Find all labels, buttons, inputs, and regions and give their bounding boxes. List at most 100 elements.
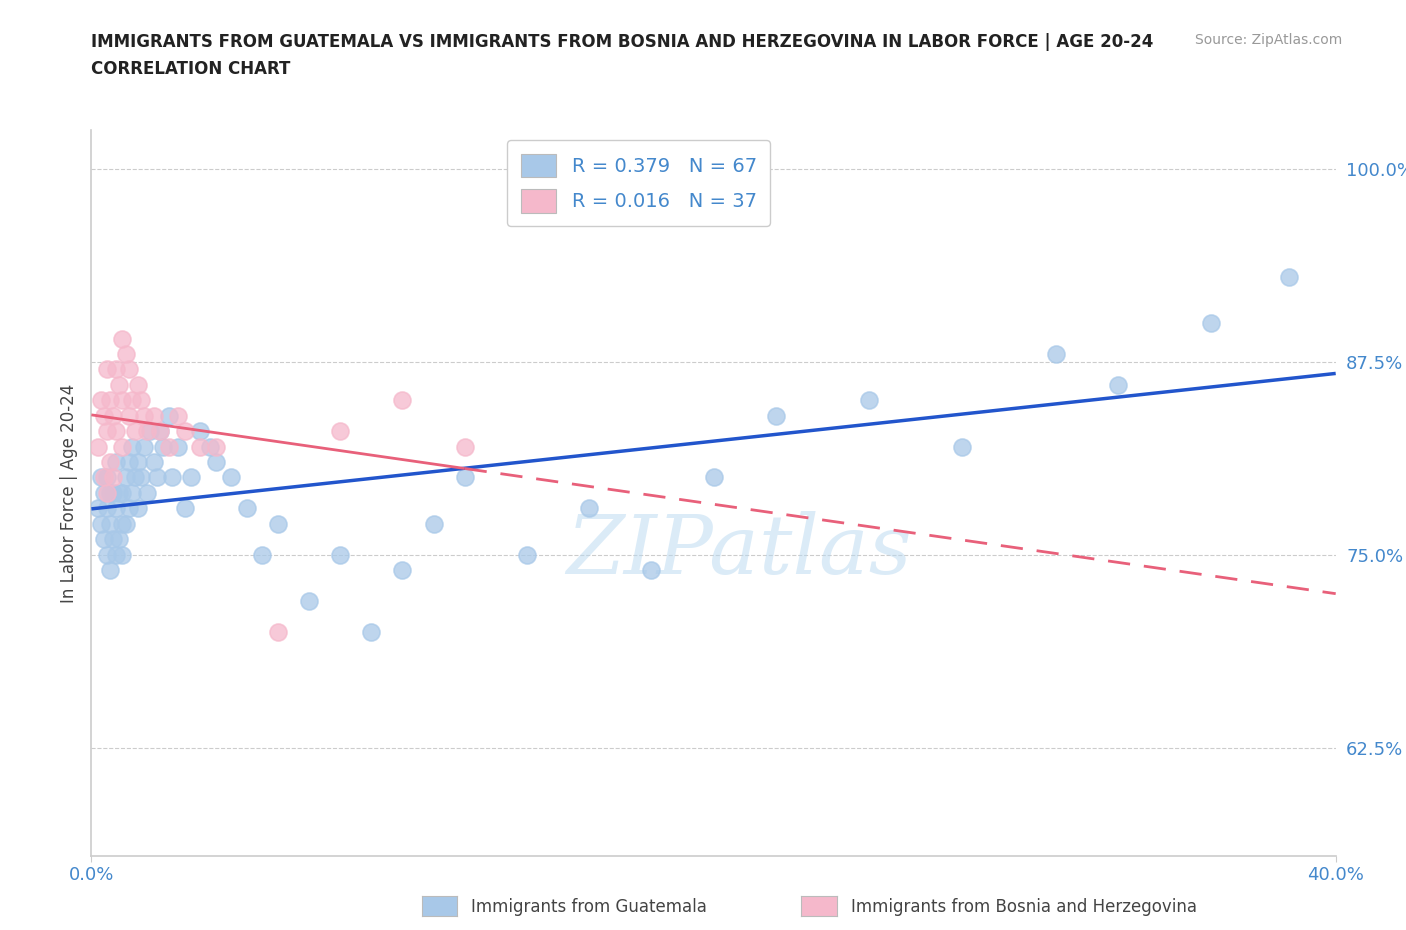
Point [858,392,880,407]
Point [86,439,108,454]
Point [98,516,121,531]
Point [121,439,143,454]
Point [114,516,136,531]
Point [329,424,352,439]
Point [124,470,146,485]
Point [360,624,382,639]
Point [96,470,118,485]
Text: CORRELATION CHART: CORRELATION CHART [91,60,291,78]
Point [121,392,143,407]
Point [173,424,195,439]
Point [142,408,165,423]
Point [252,547,274,562]
Point [114,347,136,362]
Point [90,516,112,531]
Point [114,470,136,485]
Point [640,563,662,578]
Point [157,408,180,423]
Point [391,392,413,407]
Legend: R = 0.379   N = 67, R = 0.016   N = 37: R = 0.379 N = 67, R = 0.016 N = 37 [508,140,770,226]
Point [149,424,172,439]
Point [136,485,159,500]
Point [98,455,121,470]
Point [96,485,118,500]
Point [173,501,195,516]
Point [236,501,259,516]
Point [167,408,190,423]
Point [121,485,143,500]
Y-axis label: In Labor Force | Age 20-24: In Labor Force | Age 20-24 [59,383,77,603]
Text: ZIPatlas: ZIPatlas [565,511,911,591]
Point [180,470,202,485]
Point [118,501,141,516]
Point [1278,270,1301,285]
Point [453,470,475,485]
Point [98,563,121,578]
Point [127,378,149,392]
Point [157,439,180,454]
Point [96,424,118,439]
Point [105,362,128,377]
Point [267,624,290,639]
Point [111,439,134,454]
Point [578,501,600,516]
Point [93,408,115,423]
Point [329,547,352,562]
Text: Immigrants from Guatemala: Immigrants from Guatemala [471,897,707,916]
Point [101,532,124,547]
Point [422,516,444,531]
Point [198,439,221,454]
Point [105,501,128,516]
Point [298,593,321,608]
Point [129,392,152,407]
Point [118,362,141,377]
Point [134,408,156,423]
Point [765,408,787,423]
Point [90,392,112,407]
Point [134,439,156,454]
Point [1201,315,1223,330]
Point [1107,378,1129,392]
Point [93,485,115,500]
Point [139,424,162,439]
Point [111,392,134,407]
Point [221,470,243,485]
Point [391,563,413,578]
Point [86,501,108,516]
Point [90,470,112,485]
Point [205,455,228,470]
Point [167,439,190,454]
Text: Source: ZipAtlas.com: Source: ZipAtlas.com [1195,33,1343,46]
Point [267,516,290,531]
Point [93,470,115,485]
Point [101,485,124,500]
Point [105,424,128,439]
Point [111,331,134,346]
Point [118,455,141,470]
Point [188,424,211,439]
Point [96,362,118,377]
Point [136,424,159,439]
Point [129,470,152,485]
Point [111,485,134,500]
Point [127,455,149,470]
Point [96,547,118,562]
Point [111,547,134,562]
Text: Immigrants from Bosnia and Herzegovina: Immigrants from Bosnia and Herzegovina [851,897,1197,916]
Point [101,470,124,485]
Point [98,485,121,500]
Point [96,501,118,516]
Point [188,439,211,454]
Point [950,439,973,454]
Point [108,378,131,392]
Point [162,470,184,485]
Point [453,439,475,454]
Point [516,547,538,562]
Point [149,424,172,439]
Point [105,547,128,562]
Point [152,439,174,454]
Text: IMMIGRANTS FROM GUATEMALA VS IMMIGRANTS FROM BOSNIA AND HERZEGOVINA IN LABOR FOR: IMMIGRANTS FROM GUATEMALA VS IMMIGRANTS … [91,33,1154,50]
Point [93,532,115,547]
Point [702,470,725,485]
Point [127,501,149,516]
